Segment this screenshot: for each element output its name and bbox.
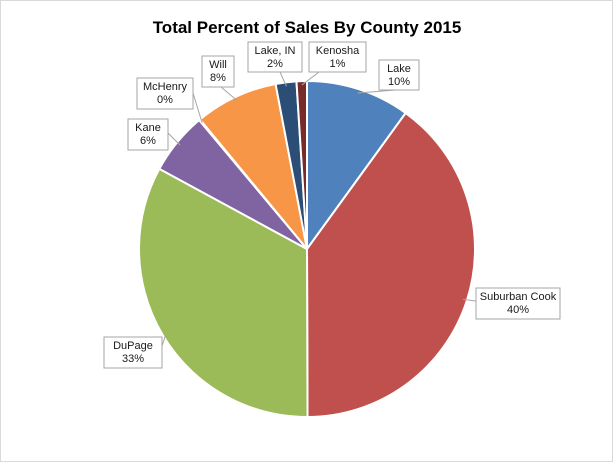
data-label-value: 0%: [157, 94, 173, 106]
pie-slice-suburban-cook: [305, 111, 476, 419]
leader-line-lake: [357, 89, 397, 94]
data-label-value: 10%: [388, 76, 410, 88]
leader-line-mchenry: [192, 92, 203, 124]
slices-layer: [138, 79, 476, 419]
data-label-value: 6%: [140, 135, 156, 147]
data-label-value: 2%: [267, 58, 283, 70]
data-label-value: 8%: [210, 72, 226, 84]
data-label-box: [136, 77, 194, 110]
data-label-name: Lake: [387, 63, 411, 75]
leader-line-will: [220, 86, 238, 101]
data-label-box: [308, 41, 367, 73]
pie-slice-dupage: [138, 167, 309, 418]
leaders-layer: [161, 71, 477, 347]
leader-line-suburban-cook: [463, 298, 477, 302]
pie-slice-lake: [306, 79, 408, 253]
data-label-name: Kane: [135, 122, 161, 134]
data-label-box: [475, 287, 561, 320]
data-label-name: Lake, IN: [255, 45, 296, 57]
leader-line-lake-in: [279, 71, 287, 87]
data-label-box: [201, 55, 235, 88]
leader-line-kenosha: [301, 71, 320, 86]
data-label-value: 33%: [122, 353, 144, 365]
data-label-value: 1%: [330, 58, 346, 70]
data-label-name: DuPage: [113, 340, 153, 352]
data-label-lake-in: Lake, IN2%: [247, 41, 303, 73]
data-label-box: [247, 41, 303, 73]
data-label-name: Suburban Cook: [480, 291, 557, 303]
chart-title: Total Percent of Sales By County 2015: [153, 18, 462, 37]
data-label-name: McHenry: [143, 81, 188, 93]
data-label-box: [127, 118, 169, 151]
leader-line-dupage: [161, 332, 167, 347]
data-label-box: [378, 59, 420, 91]
data-label-box: [103, 336, 163, 369]
data-label-name: Kenosha: [316, 45, 360, 57]
data-label-name: Will: [209, 59, 227, 71]
leader-line-kane: [167, 132, 181, 146]
data-label-value: 40%: [507, 304, 529, 316]
